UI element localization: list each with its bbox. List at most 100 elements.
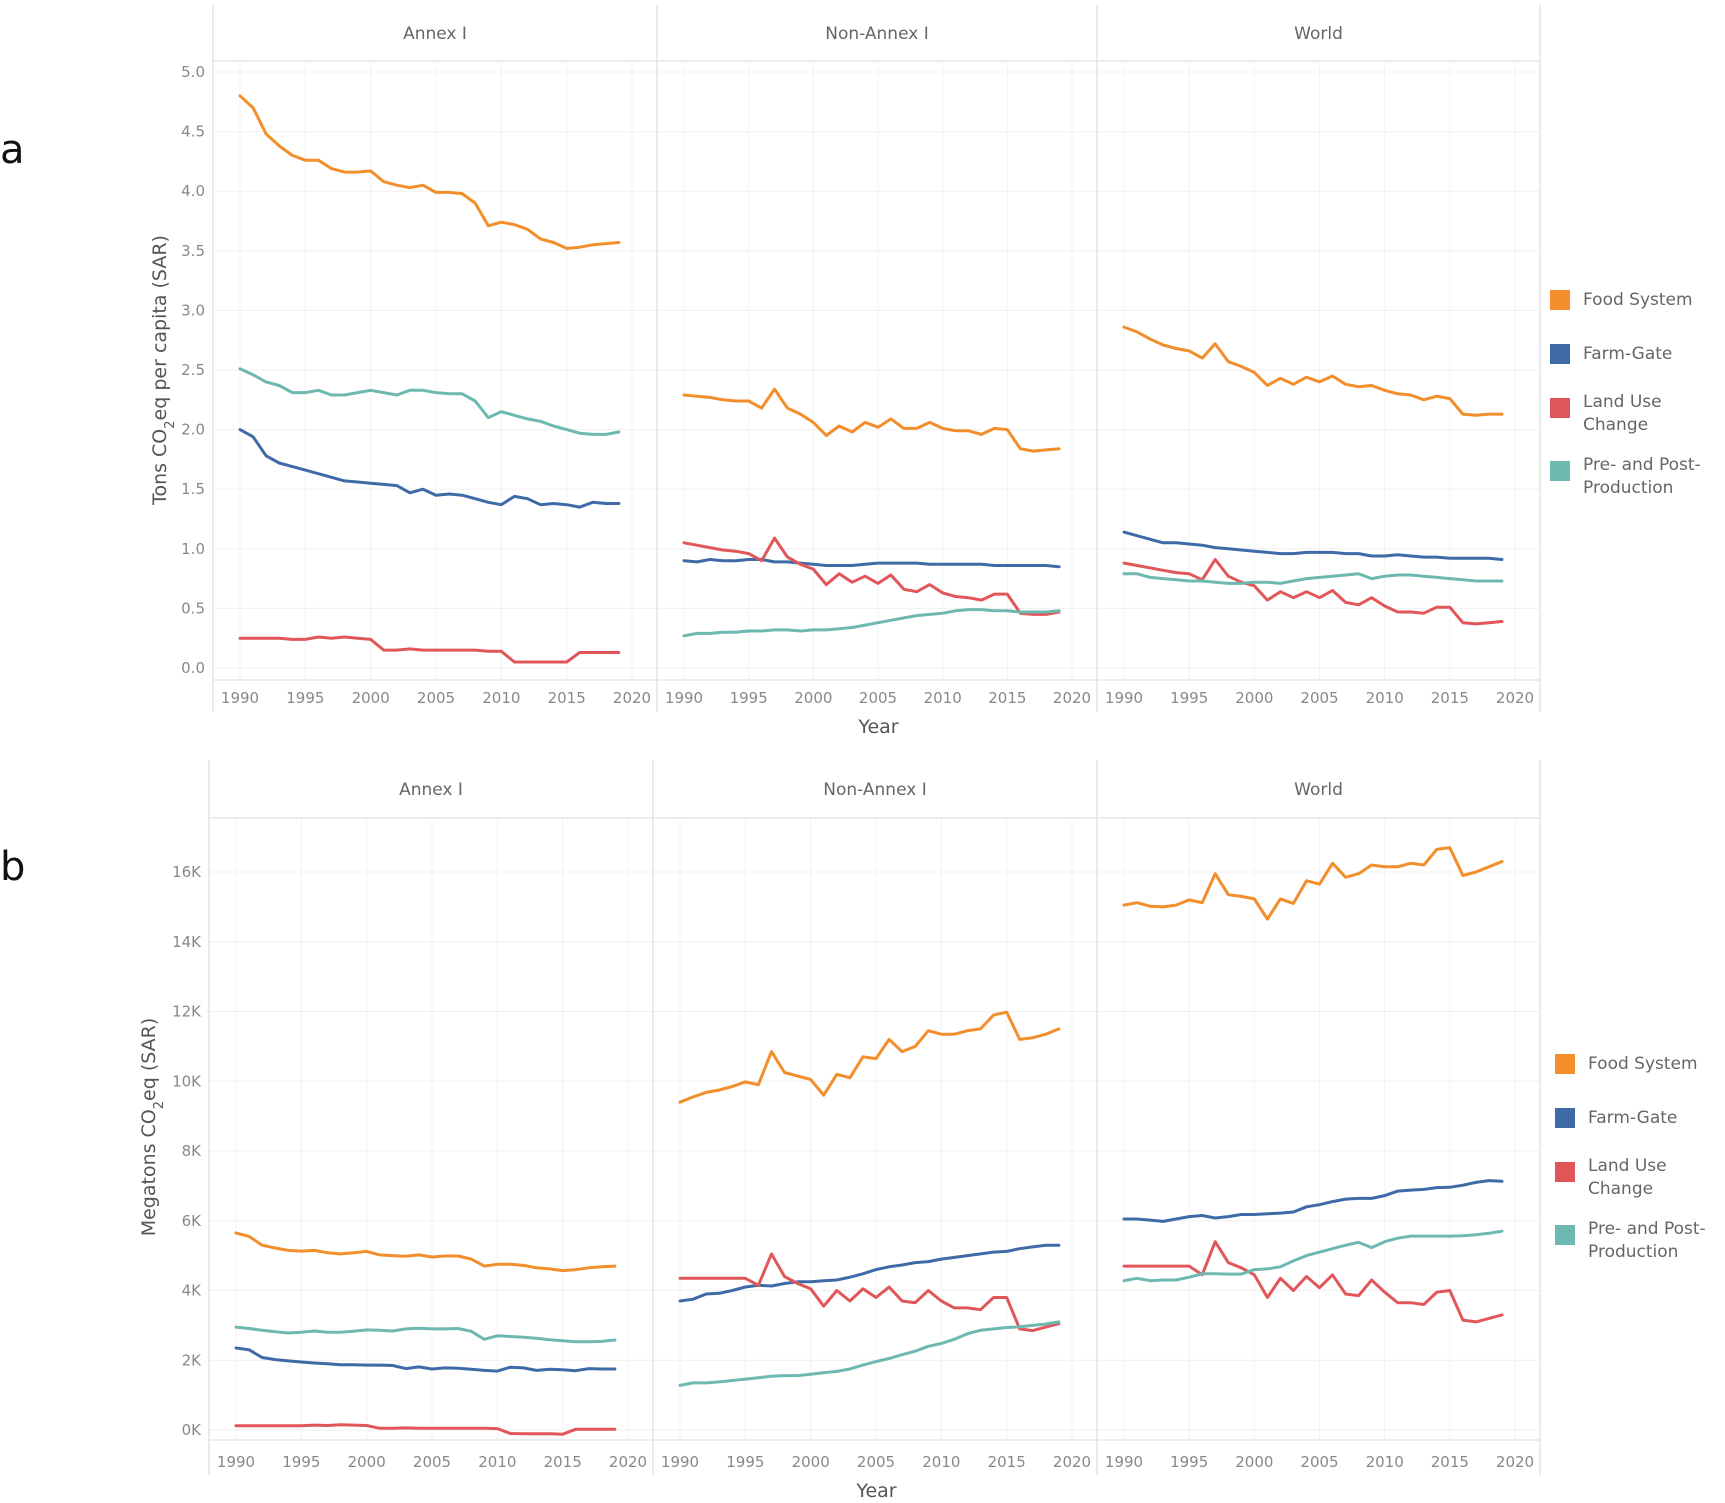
series-line-farm-gate (682, 558, 1061, 569)
legend-swatch (1555, 1054, 1575, 1074)
legend-swatch (1550, 461, 1570, 481)
legend-item: Farm-Gate (1555, 1108, 1677, 1128)
x-tick-label: 1995 (1170, 1453, 1208, 1471)
legend-item: Farm-Gate (1550, 344, 1672, 364)
x-tick-label: 2020 (1496, 689, 1534, 707)
y-axis-title-subscript: 2 (163, 420, 178, 428)
x-tick-label: 2000 (792, 1453, 830, 1471)
y-tick-label: 2.5 (181, 361, 205, 379)
x-tick-label: 1995 (726, 1453, 764, 1471)
x-tick-label: 2000 (348, 1453, 386, 1471)
x-axis-title: Year (855, 1480, 896, 1502)
legend-swatch (1550, 344, 1570, 364)
legend-swatch (1555, 1108, 1575, 1128)
x-tick-label: 1995 (286, 689, 324, 707)
x-tick-label: 2015 (988, 1453, 1026, 1471)
series-line-farm-gate (238, 428, 621, 509)
legend-swatch (1550, 398, 1570, 418)
y-tick-label: 12K (172, 1003, 202, 1021)
y-tick-labels: 0K 2K 4K 6K 8K 10K 12K 14K 16K (172, 863, 202, 1439)
series-line-food-system (1122, 325, 1504, 417)
series-line-pre-and-post-production (234, 1325, 617, 1344)
x-tick-label: 1990 (665, 689, 703, 707)
y-axis-title-part: eq per capita (SAR) (149, 235, 171, 420)
y-axis-title-part: Megatons CO (138, 1109, 160, 1236)
series-line-pre-and-post-production (1122, 572, 1504, 585)
facet-title: World (1294, 24, 1343, 44)
legend-label: Farm-Gate (1588, 1108, 1677, 1128)
x-tick-label: 2005 (413, 1453, 451, 1471)
x-tick-label: 2000 (1235, 689, 1273, 707)
series-line-land-use-change (238, 635, 621, 664)
x-tick-label: 2010 (482, 689, 520, 707)
series-line-farm-gate (678, 1243, 1061, 1303)
x-tick-label: 2000 (794, 689, 832, 707)
legend: Food System Farm-Gate Land Use Change Pre- a… (1555, 1054, 1706, 1262)
x-tick-label: 1990 (217, 1453, 255, 1471)
x-tick-label: 1990 (221, 689, 259, 707)
chart-b: b Megatons CO2eq (SAR) 0K 2K 4K 6K 8K 10K 12K 14K… (0, 760, 1706, 1502)
series-line-land-use-change (682, 536, 1061, 616)
x-tick-label: 2005 (859, 689, 897, 707)
series-line-pre-and-post-production (678, 1320, 1061, 1387)
legend-label: Change (1588, 1179, 1653, 1199)
facet-title: Non-Annex I (823, 780, 926, 800)
x-axis-title: Year (857, 716, 898, 738)
x-tick-label: 2020 (1053, 1453, 1091, 1471)
legend-label: Change (1583, 415, 1648, 435)
series-line-food-system (682, 387, 1061, 453)
x-tick-label: 1995 (282, 1453, 320, 1471)
x-tick-label: 2015 (1431, 1453, 1469, 1471)
y-axis-title-part: eq (SAR) (138, 1018, 160, 1101)
facet-annex-i: Annex I 1990 1995 2000 2005 2010 2015 2020 (208, 760, 653, 1475)
x-tick-label: 1995 (1170, 689, 1208, 707)
y-tick-label: 3.0 (181, 301, 205, 319)
legend-label: Food System (1583, 290, 1693, 310)
legend-item: Pre- and Post- Production (1555, 1219, 1706, 1262)
x-tick-label: 1990 (661, 1453, 699, 1471)
y-tick-label: 4.5 (181, 123, 205, 141)
x-tick-label: 1990 (1105, 1453, 1143, 1471)
y-tick-label: 8K (182, 1142, 203, 1160)
y-tick-label: 1.0 (181, 540, 205, 558)
legend-swatch (1555, 1162, 1575, 1182)
series-line-land-use-change (234, 1423, 617, 1436)
facet-world: World 1990 1995 2000 2005 2010 2015 2020 (1096, 760, 1541, 1475)
legend-label: Pre- and Post- (1583, 455, 1701, 475)
series-line-food-system (234, 1231, 617, 1273)
legend: Food System Farm-Gate Land Use Change Pre- a… (1550, 290, 1701, 498)
legend-label: Farm-Gate (1583, 344, 1672, 364)
x-tick-label: 2005 (857, 1453, 895, 1471)
y-tick-label: 0.0 (181, 659, 205, 677)
y-tick-label: 4.0 (181, 182, 205, 200)
legend-label: Land Use (1583, 392, 1662, 412)
facet-non-annex-i: Non-Annex I 1990 1995 2000 2005 2010 2015 2020 (652, 760, 1097, 1475)
x-tick-label: 2010 (1366, 1453, 1404, 1471)
x-tick-label: 2020 (1496, 1453, 1534, 1471)
panel-letter: a (0, 127, 25, 173)
facet-annex-i: Annex I 1990 1995 2000 2005 2010 2015 2020 (212, 5, 657, 712)
series-line-land-use-change (1122, 1240, 1504, 1324)
x-tick-label: 2020 (609, 1453, 647, 1471)
series-line-pre-and-post-production (1122, 1229, 1504, 1283)
series-line-pre-and-post-production (682, 608, 1061, 638)
y-tick-label: 6K (182, 1212, 203, 1230)
y-axis-title: Megatons CO2eq (SAR) (138, 1018, 167, 1237)
series-line-food-system (678, 1010, 1061, 1104)
y-tick-label: 1.5 (181, 480, 205, 498)
legend-label: Production (1588, 1242, 1678, 1262)
legend-label: Pre- and Post- (1588, 1219, 1706, 1239)
legend-label: Food System (1588, 1054, 1698, 1074)
panel-letter: b (0, 844, 25, 890)
y-tick-label: 2K (182, 1351, 203, 1369)
x-tick-label: 2010 (1366, 689, 1404, 707)
y-axis-title: Tons CO2eq per capita (SAR) (149, 235, 178, 506)
legend-swatch (1550, 290, 1570, 310)
x-tick-label: 2010 (478, 1453, 516, 1471)
legend-item: Pre- and Post- Production (1550, 455, 1701, 498)
x-tick-label: 1990 (1105, 689, 1143, 707)
y-axis-title-part: Tons CO (149, 429, 171, 506)
y-tick-labels: 0.0 0.5 1.0 1.5 2.0 2.5 3.0 3.5 4.0 4.5 5.0 (181, 63, 205, 677)
x-tick-label: 2010 (924, 689, 962, 707)
